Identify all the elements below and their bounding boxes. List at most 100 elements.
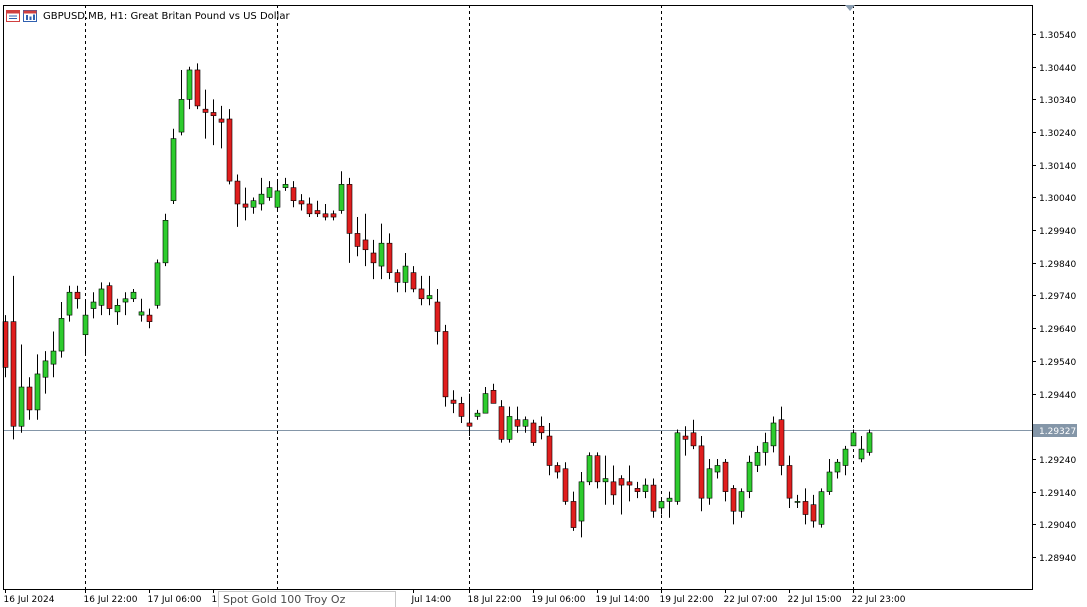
bear-candle[interactable] (434, 288, 441, 345)
bear-candle[interactable] (354, 217, 361, 257)
bear-candle[interactable] (730, 485, 737, 525)
bull-candle[interactable] (506, 406, 513, 443)
bear-candle[interactable] (626, 465, 633, 502)
bull-candle[interactable] (794, 494, 801, 508)
bear-candle[interactable] (690, 419, 697, 450)
bull-candle[interactable] (850, 429, 857, 447)
bear-candle[interactable] (442, 324, 449, 407)
bull-candle[interactable] (50, 331, 57, 378)
bull-candle[interactable] (754, 445, 761, 473)
window-menu-icon[interactable] (6, 10, 20, 22)
bull-candle[interactable] (738, 488, 745, 518)
bull-candle[interactable] (658, 498, 665, 515)
bear-candle[interactable] (682, 426, 689, 456)
bear-candle[interactable] (514, 406, 521, 433)
bear-candle[interactable] (306, 197, 313, 218)
bull-candle[interactable] (842, 445, 849, 476)
bull-candle[interactable] (66, 285, 73, 322)
bear-candle[interactable] (498, 400, 505, 443)
bear-candle[interactable] (618, 475, 625, 515)
bear-candle[interactable] (802, 488, 809, 525)
bear-candle[interactable] (362, 213, 369, 267)
bull-candle[interactable] (474, 409, 481, 420)
bull-candle[interactable] (138, 298, 145, 322)
bear-candle[interactable] (554, 462, 561, 479)
bull-candle[interactable] (18, 344, 25, 433)
bear-candle[interactable] (146, 308, 153, 329)
bear-candle[interactable] (698, 436, 705, 512)
bear-candle[interactable] (570, 491, 577, 531)
bear-candle[interactable] (450, 390, 457, 414)
bear-candle[interactable] (386, 233, 393, 280)
bear-candle[interactable] (466, 393, 473, 437)
bear-candle[interactable] (786, 455, 793, 508)
bear-candle[interactable] (194, 63, 201, 110)
bear-candle[interactable] (410, 266, 417, 293)
bear-candle[interactable] (370, 239, 377, 280)
bull-candle[interactable] (154, 259, 161, 309)
bull-candle[interactable] (762, 432, 769, 466)
bull-candle[interactable] (170, 128, 177, 204)
bull-candle[interactable] (602, 455, 609, 505)
bull-candle[interactable] (642, 478, 649, 499)
bull-candle[interactable] (98, 282, 105, 316)
bull-candle[interactable] (482, 387, 489, 414)
bull-candle[interactable] (578, 472, 585, 538)
chart-shift-marker-icon[interactable] (845, 5, 855, 11)
bear-candle[interactable] (418, 275, 425, 306)
bull-candle[interactable] (666, 491, 673, 518)
bear-candle[interactable] (106, 282, 113, 316)
bear-candle[interactable] (10, 275, 17, 440)
bull-candle[interactable] (338, 171, 345, 214)
bull-candle[interactable] (274, 181, 281, 211)
bear-candle[interactable] (242, 187, 249, 221)
bear-candle[interactable] (538, 416, 545, 440)
bear-candle[interactable] (218, 105, 225, 149)
bull-candle[interactable] (746, 455, 753, 499)
bear-candle[interactable] (202, 89, 209, 139)
bear-candle[interactable] (650, 478, 657, 518)
bull-candle[interactable] (266, 181, 273, 201)
bear-candle[interactable] (346, 177, 353, 263)
bear-candle[interactable] (594, 452, 601, 489)
bear-candle[interactable] (330, 210, 337, 221)
bull-candle[interactable] (674, 429, 681, 505)
bull-candle[interactable] (186, 66, 193, 110)
bull-candle[interactable] (402, 253, 409, 293)
bull-candle[interactable] (426, 275, 433, 306)
bull-candle[interactable] (834, 458, 841, 479)
bull-candle[interactable] (58, 302, 65, 358)
bear-candle[interactable] (778, 406, 785, 476)
bull-candle[interactable] (522, 416, 529, 433)
bear-candle[interactable] (722, 458, 729, 502)
bull-candle[interactable] (282, 177, 289, 191)
bull-candle[interactable] (42, 351, 49, 394)
bull-candle[interactable] (90, 292, 97, 319)
bull-candle[interactable] (178, 69, 185, 136)
bear-candle[interactable] (74, 285, 81, 309)
bear-candle[interactable] (634, 481, 641, 499)
bear-candle[interactable] (490, 383, 497, 404)
bull-candle[interactable] (378, 223, 385, 280)
bull-candle[interactable] (250, 197, 257, 214)
bull-candle[interactable] (258, 177, 265, 211)
bear-candle[interactable] (314, 200, 321, 218)
bull-candle[interactable] (82, 302, 89, 355)
bear-candle[interactable] (210, 99, 217, 146)
bull-candle[interactable] (826, 458, 833, 495)
bear-candle[interactable] (610, 465, 617, 505)
bear-candle[interactable] (234, 174, 241, 227)
bear-candle[interactable] (562, 462, 569, 505)
bull-candle[interactable] (586, 452, 593, 486)
bull-candle[interactable] (34, 354, 41, 420)
bull-candle[interactable] (818, 488, 825, 528)
bear-candle[interactable] (290, 181, 297, 208)
bull-candle[interactable] (130, 288, 137, 303)
bull-candle[interactable] (706, 458, 713, 505)
bull-candle[interactable] (162, 213, 169, 267)
bear-candle[interactable] (394, 269, 401, 293)
bear-candle[interactable] (26, 377, 33, 420)
bear-candle[interactable] (322, 203, 329, 221)
bull-candle[interactable] (122, 292, 129, 316)
bull-candle[interactable] (714, 458, 721, 479)
